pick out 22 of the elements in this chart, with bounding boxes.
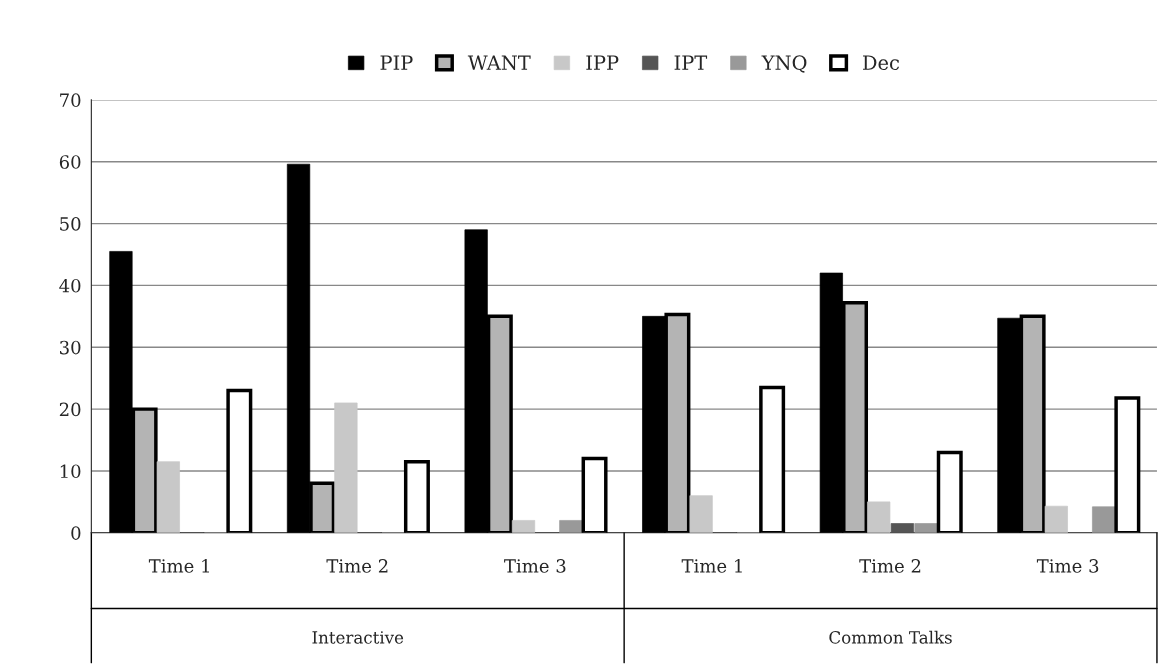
y-tick-label: 70 (60, 93, 81, 108)
x-tick-label: Time 1 (148, 559, 209, 573)
y-tick-label: 50 (60, 217, 81, 231)
y-tick-label: 30 (60, 340, 81, 355)
legend-label: WANT (467, 55, 531, 70)
x-tick-label: Time 3 (504, 559, 566, 573)
legend-label: IPP (586, 55, 619, 70)
x-tick-label: Time 2 (859, 559, 921, 573)
legend-label: Dec (863, 55, 900, 70)
x-tick-label: Time 3 (1036, 559, 1099, 573)
y-tick-label: 10 (60, 464, 81, 479)
x-tick-label: Time 1 (681, 559, 742, 573)
y-tick-label: 20 (59, 402, 81, 417)
x-tick-label: Time 2 (326, 559, 388, 573)
text: Common Talks (829, 630, 952, 644)
text: Interactive (312, 631, 404, 644)
legend-label: IPT (674, 55, 708, 70)
y-tick-label: 40 (59, 278, 81, 293)
legend-label: PIP (380, 55, 413, 70)
y-tick-label: 0 (71, 526, 81, 540)
y-tick-label: 60 (59, 155, 81, 169)
legend-label: YNQ (761, 55, 807, 73)
